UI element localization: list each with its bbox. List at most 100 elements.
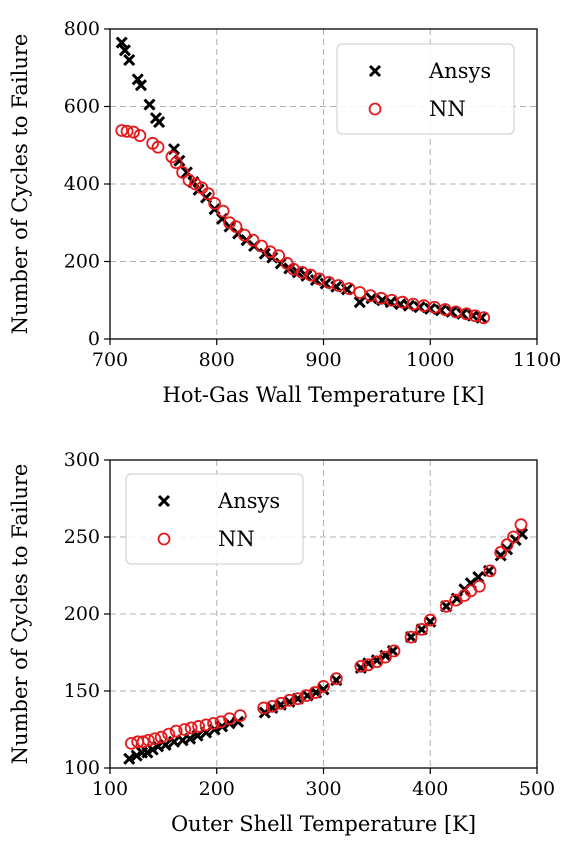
data-point-nn — [178, 723, 192, 736]
data-point-nn — [472, 579, 486, 593]
data-point-ansys — [131, 73, 144, 86]
data-point-nn — [274, 696, 288, 710]
x-tick-label: 1000 — [406, 349, 454, 371]
series-nn — [124, 518, 528, 750]
data-point-nn — [423, 613, 437, 627]
y-axis-label: Number of Cycles to Failure — [8, 34, 32, 335]
chart-panel-2: 100 200 300 400 500 100 150 200 250 300 Outer Shel… — [8, 449, 555, 836]
data-point-nn — [500, 538, 514, 552]
data-point-nn — [295, 265, 309, 279]
data-point-nn — [154, 730, 168, 744]
data-point-nn — [460, 307, 473, 321]
data-point-nn — [291, 692, 305, 706]
x-tick-label: 100 — [92, 778, 128, 800]
data-point-nn — [317, 679, 330, 693]
data-point-nn — [300, 689, 313, 703]
data-point-nn — [282, 693, 296, 707]
data-point-nn — [133, 129, 147, 142]
data-point-nn — [124, 736, 138, 750]
data-point-nn — [127, 125, 140, 139]
data-point-nn — [379, 650, 392, 664]
data-point-nn — [415, 623, 429, 636]
legend-box — [336, 43, 515, 135]
data-point-nn — [308, 686, 322, 699]
data-point-nn — [354, 659, 368, 673]
data-point-nn — [404, 630, 418, 644]
y-tick-label: 200 — [64, 603, 100, 625]
data-point-nn — [208, 196, 222, 210]
y-axis-label: Number of Cycles to Failure — [8, 464, 32, 765]
x-tick-label: 200 — [199, 778, 235, 800]
x-tick-label: 1100 — [513, 349, 561, 371]
data-point-nn — [169, 724, 183, 738]
data-point-nn — [169, 156, 183, 170]
data-point-nn — [468, 309, 482, 323]
data-point-nn — [233, 709, 247, 723]
y-tick-label: 100 — [64, 757, 100, 779]
data-point-ansys — [123, 752, 136, 765]
data-point-nn — [142, 733, 155, 747]
x-axis-label: Outer Shell Temperature [K] — [171, 812, 476, 836]
legend-marker-nn — [157, 532, 171, 546]
data-point-nn — [342, 282, 356, 296]
y-tick-label: 150 — [64, 680, 100, 702]
y-tick-label: 600 — [64, 96, 100, 118]
data-point-nn — [257, 701, 271, 715]
data-point-ansys — [365, 292, 378, 305]
data-point-ansys — [167, 143, 181, 156]
chart-panel-1: 700 800 900 1000 1100 0 200 400 600 800 Hot-Gas Wa… — [8, 18, 561, 407]
data-point-ansys — [180, 166, 193, 179]
data-point-nn — [199, 718, 213, 732]
data-point-nn — [439, 599, 453, 613]
data-point-ansys — [115, 36, 128, 49]
data-point-nn — [148, 732, 162, 746]
x-tick-label: 900 — [305, 349, 341, 371]
data-point-nn — [477, 311, 491, 325]
y-tick-label: 0 — [88, 328, 100, 350]
data-point-nn — [287, 262, 301, 276]
x-axis-label: Hot-Gas Wall Temperature [K] — [163, 383, 485, 407]
data-point-ansys — [445, 305, 458, 318]
data-point-ansys — [319, 277, 332, 290]
data-point-nn — [176, 165, 189, 179]
y-tick-label: 250 — [64, 526, 100, 548]
data-point-ansys — [434, 304, 447, 317]
data-point-nn — [136, 735, 150, 749]
data-point-ansys — [159, 738, 172, 751]
legend-marker-ansys — [368, 64, 382, 78]
data-point-nn — [361, 658, 375, 672]
data-point-ansys — [274, 257, 287, 270]
data-point-nn — [216, 204, 230, 218]
y-tick-label: 800 — [64, 18, 100, 40]
data-point-ansys — [118, 44, 132, 57]
series-ansys — [115, 36, 488, 324]
data-point-ansys — [143, 98, 156, 111]
data-point-nn — [514, 518, 528, 532]
legend-label-nn: NN — [429, 97, 466, 121]
data-point-nn — [184, 721, 198, 735]
data-point-ansys — [153, 115, 166, 129]
data-point-nn — [120, 124, 134, 138]
legend-box — [125, 473, 304, 565]
data-point-ansys — [353, 296, 366, 309]
x-tick-label: 700 — [92, 349, 128, 371]
series-nn — [115, 124, 491, 325]
y-tick-label: 400 — [64, 173, 100, 195]
data-point-nn — [201, 187, 215, 201]
data-point-nn — [494, 546, 508, 559]
data-point-nn — [255, 239, 268, 253]
data-point-nn — [214, 715, 228, 729]
x-tick-label: 800 — [199, 349, 235, 371]
legend-marker-nn — [368, 102, 382, 116]
data-point-nn — [329, 672, 343, 686]
data-point-nn — [229, 220, 243, 234]
data-point-ansys — [123, 53, 136, 67]
data-point-ansys — [134, 79, 148, 92]
data-point-nn — [162, 727, 176, 741]
y-tick-label: 200 — [64, 251, 100, 273]
data-point-nn — [188, 177, 202, 191]
data-point-nn — [507, 530, 520, 544]
data-point-nn — [483, 564, 497, 578]
legend: Ansys NN — [125, 473, 304, 565]
